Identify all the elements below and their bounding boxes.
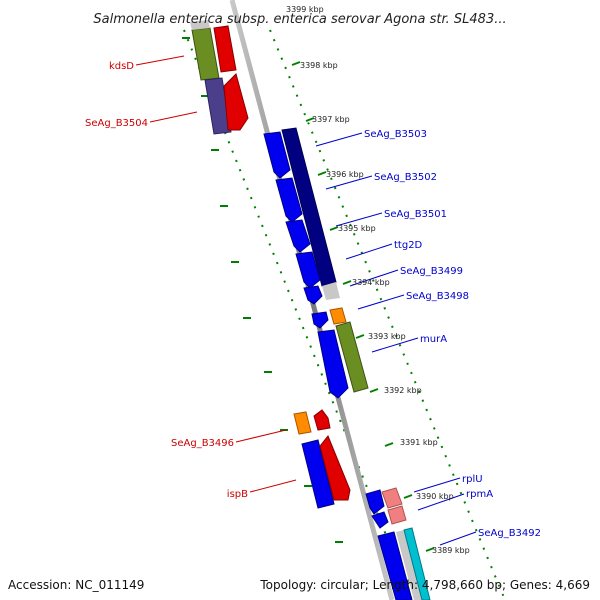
gene-ispB-red [319,435,351,501]
kbp-label: 3390 kbp [416,492,454,501]
kbp-label: 3394 kbp [352,278,390,287]
reverse-leader-lines [315,132,477,546]
map-title: Salmonella enterica subsp. enterica sero… [93,12,506,27]
gene-SeAg_B3492-cyan [403,527,431,600]
gene-SeAg_B3499 [303,285,323,305]
gene-SeAg_B3498-orange [329,307,347,325]
reverse-gene-labels: SeAg_B3503 SeAg_B3502 SeAg_B3501 ttg2D S… [364,129,541,539]
kbp-label: 3398 kbp [300,61,338,70]
gene-kdsD [213,25,237,73]
gene-label-SeAg_B3498[interactable]: SeAg_B3498 [406,291,469,302]
gene-murA-blue [317,329,349,399]
gene-ttg2D [295,251,321,289]
kbp-label: 3392 kbp [384,386,422,395]
accession-text: Accession: NC_011149 [8,578,145,592]
gene-label-SeAg_B3503[interactable]: SeAg_B3503 [364,129,427,140]
gene-label-rplU[interactable]: rplU [462,474,483,485]
gene-ispB-blue [301,439,335,509]
kbp-label: 3399 kbp [286,5,324,14]
gene-label-murA[interactable]: murA [420,334,447,345]
inner-dotted-ring [269,29,506,600]
gene-label-SeAg_B3504[interactable]: SeAg_B3504 [85,118,148,129]
gene-rplU-pink [381,487,403,509]
gene-SeAg_B3504-red [223,73,249,131]
forward-leader-lines [135,55,297,493]
gene-SeAg_B3501 [285,219,311,253]
kbp-label: 3393 kbp [368,332,406,341]
genome-summary-text: Topology: circular; Length: 4,798,660 bp… [260,578,590,592]
forward-gene-labels: kdsD SeAg_B3504 SeAg_B3496 ispB [85,61,248,500]
gene-SeAg_B3496-red [313,409,331,431]
inner-ring-ticks [291,61,435,552]
gene-SeAg_B3492-gray [396,530,422,600]
gene-SeAg_B3496-orange [293,411,312,435]
gene-SeAg_B3502 [275,177,303,223]
gene-rplU-blue [365,489,385,515]
gene-SeAg_B3504-purple [204,77,232,135]
gene-SeAg_B3498 [311,311,329,329]
gene-gray-top [190,20,210,30]
gene-gray-mid [322,282,340,300]
gene-label-ttg2D[interactable]: ttg2D [394,240,423,251]
gene-label-SeAg_B3501[interactable]: SeAg_B3501 [384,209,447,220]
kbp-label: 3396 kbp [326,170,364,179]
gene-murA-olive [335,321,369,393]
gene-label-SeAg_B3496[interactable]: SeAg_B3496 [171,438,234,449]
gene-rpmA-blue [371,511,389,529]
gene-rpmA-pink [387,505,407,525]
gene-label-rpmA[interactable]: rpmA [466,489,493,500]
gene-label-ispB[interactable]: ispB [227,489,248,500]
kbp-label: 3389 kbp [432,546,470,555]
kbp-label: 3391 kbp [400,438,438,447]
reverse-genes [263,127,431,600]
forward-genes [190,20,351,509]
kbp-label: 3395 kbp [338,224,376,233]
kbp-label: 3397 kbp [312,115,350,124]
gene-label-SeAg_B3499[interactable]: SeAg_B3499 [400,266,463,277]
gene-SeAg_B3503 [263,131,291,179]
gene-label-SeAg_B3492[interactable]: SeAg_B3492 [478,528,541,539]
gene-label-SeAg_B3502[interactable]: SeAg_B3502 [374,172,437,183]
gene-label-kdsD[interactable]: kdsD [109,61,134,72]
gene-SeAg_B3492-blue [377,531,413,600]
kbp-tick-labels: 3399 kbp 3398 kbp 3397 kbp 3396 kbp 3395… [286,5,470,555]
